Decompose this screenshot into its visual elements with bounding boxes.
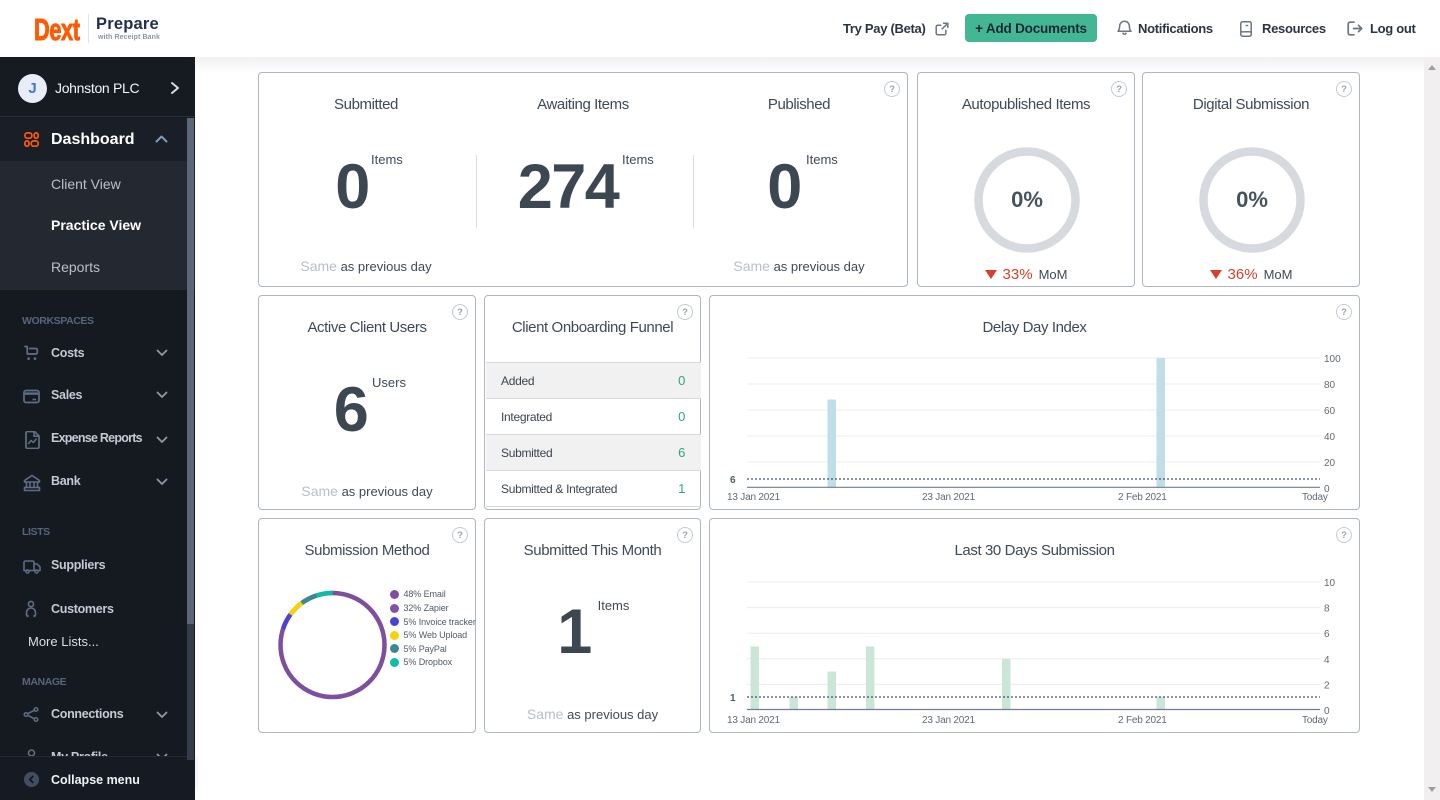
svg-text:2: 2 xyxy=(1324,680,1330,691)
svg-text:1: 1 xyxy=(730,693,736,704)
svg-text:60: 60 xyxy=(1324,406,1336,417)
svg-text:20: 20 xyxy=(1324,458,1336,469)
svg-text:4: 4 xyxy=(1324,655,1330,666)
svg-text:100: 100 xyxy=(1324,354,1341,365)
svg-text:0: 0 xyxy=(1324,706,1330,717)
svg-text:40: 40 xyxy=(1324,432,1336,443)
svg-text:0: 0 xyxy=(1324,484,1330,495)
svg-text:6: 6 xyxy=(1324,629,1330,640)
svg-text:6: 6 xyxy=(730,475,736,486)
svg-text:80: 80 xyxy=(1324,380,1336,391)
svg-text:10: 10 xyxy=(1324,578,1336,589)
svg-text:8: 8 xyxy=(1324,604,1330,615)
